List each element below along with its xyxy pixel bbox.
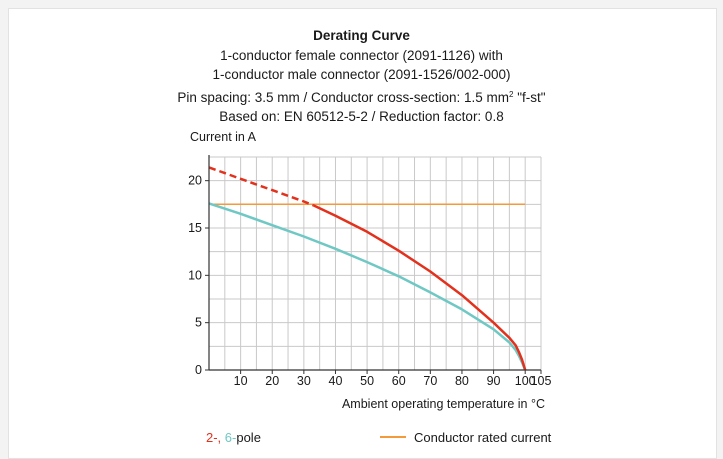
legend-rated-swatch — [380, 436, 406, 438]
chart-series — [208, 166, 527, 371]
x-tick-label: 40 — [329, 374, 343, 388]
subtitle-3-superscript: 2 — [509, 89, 514, 99]
x-tick-label: 100 — [515, 374, 536, 388]
x-tick-label: 105 — [531, 374, 552, 388]
x-tick-label: 10 — [234, 374, 248, 388]
legend-rated-label: Conductor rated current — [414, 430, 552, 445]
y-tick-label: 5 — [195, 316, 202, 330]
subtitle-3-text: Pin spacing: 3.5 mm / Conductor cross-se… — [177, 89, 510, 105]
chart-subtitle-2: 1-conductor male connector (2091-1526/00… — [212, 67, 511, 82]
legend-pole-2: 2-, — [206, 430, 222, 445]
x-tick-label: 90 — [487, 374, 501, 388]
chart-title: Derating Curve — [313, 28, 410, 43]
x-tick-label: 70 — [423, 374, 437, 388]
legend-pole-6: 6- — [221, 430, 237, 445]
y-axis-label: Current in A — [190, 130, 257, 144]
series-line-6-pole — [208, 202, 527, 371]
x-tick-label: 30 — [297, 374, 311, 388]
chart-subtitle-3: Pin spacing: 3.5 mm / Conductor cross-se… — [0, 85, 723, 108]
chart-grid — [209, 156, 542, 370]
legend-pole: 2-, 6-pole — [206, 430, 261, 445]
x-tick-label: 20 — [265, 374, 279, 388]
y-tick-label: 10 — [188, 268, 202, 282]
chart-subtitle-4: Based on: EN 60512-5-2 / Reduction facto… — [219, 109, 504, 124]
x-tick-label: 60 — [392, 374, 406, 388]
x-tick-label: 80 — [455, 374, 469, 388]
subtitle-3-suffix: "f-st" — [513, 89, 546, 105]
chart-frame — [8, 8, 717, 459]
series-line-2-pole — [312, 204, 527, 371]
y-tick-label: 0 — [195, 363, 202, 377]
legend-pole-label: pole — [236, 430, 261, 445]
series-line-2-pole-dashed — [208, 166, 314, 207]
x-axis-label: Ambient operating temperature in °C — [342, 397, 545, 411]
y-tick-label: 20 — [188, 174, 202, 188]
chart-titles: Derating Curve 1-conductor female connec… — [0, 26, 723, 127]
legend-rated: Conductor rated current — [380, 430, 551, 445]
x-tick-label: 50 — [360, 374, 374, 388]
chart-subtitle-1: 1-conductor female connector (2091-1126)… — [220, 47, 503, 63]
y-tick-label: 15 — [188, 221, 202, 235]
